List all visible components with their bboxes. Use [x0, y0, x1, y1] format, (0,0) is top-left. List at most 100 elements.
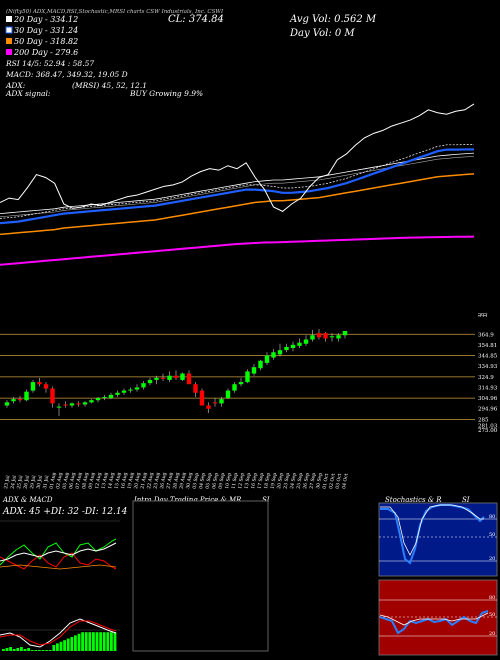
intraday-si: SI	[262, 496, 270, 504]
price-tick-label: 285	[478, 417, 489, 423]
candle-body	[89, 400, 94, 403]
date-tick-label: 26 Aug	[159, 472, 168, 489]
day-vol: Day Vol: 0 M	[289, 28, 355, 39]
candle-body	[245, 371, 250, 383]
macd-hist-bar	[66, 638, 70, 651]
ma50-upper-line	[0, 152, 475, 214]
date-tick-label: 21 Aug	[140, 472, 149, 489]
candle-body	[76, 403, 81, 405]
macd-hist-bar	[92, 632, 95, 651]
candle-body	[186, 373, 192, 385]
stochastic-d-line	[380, 504, 484, 556]
macd-signal-line	[0, 620, 117, 646]
macd-hist-bar	[106, 632, 110, 651]
date-tick-label: 20 Aug	[133, 472, 142, 489]
macd-hist-bar	[38, 650, 41, 651]
macd-hist-bar	[23, 649, 27, 651]
macd-hist-bar	[2, 649, 5, 651]
date-axis: 23 Jul 24 Jul 25 Jul 26 Jul 29 Jul 30 Jul 31 J…	[3, 472, 350, 489]
macd-hist-bar	[99, 632, 102, 651]
date-tick-label: 23 Jul	[3, 474, 11, 489]
macd-hist-bar	[20, 647, 23, 651]
intraday-panel	[132, 500, 269, 652]
macd-hist-bar	[81, 632, 84, 651]
macd-hist-bar	[56, 643, 59, 651]
adx-line	[0, 542, 117, 562]
candle-body	[24, 391, 29, 401]
date-tick-label: 29 Jul	[29, 474, 37, 489]
date-tick-label: 05 Aug	[62, 472, 71, 489]
macd-hist-bar	[30, 650, 34, 651]
candle-body	[95, 398, 101, 401]
ma20-swatch	[6, 16, 12, 22]
date-tick-label: 25 Jul	[16, 474, 24, 489]
ma20-label: 20 Day - 334.12	[13, 15, 78, 24]
date-tick-label: 23 Sep	[283, 472, 292, 489]
date-tick-label: 05 Sep	[205, 472, 214, 489]
candle-body	[154, 377, 159, 380]
candle-body	[173, 375, 179, 378]
date-tick-label: 31 Jul	[42, 474, 50, 489]
candle-body	[271, 352, 276, 358]
rsi-line: RSI 14/5: 52.94 : 58.57	[5, 59, 94, 68]
candle-body	[30, 382, 36, 391]
date-tick-label: 09 Sep	[218, 472, 227, 489]
macd-hist-bar	[5, 648, 9, 651]
macd-hist-bar	[70, 637, 74, 651]
macd-line: MACD: 368.47, 349.32, 19.05 D	[5, 70, 128, 79]
candle-body	[258, 360, 263, 369]
date-tick-label: 03 Sep	[192, 472, 201, 489]
candle-body	[238, 382, 244, 385]
candle-body	[37, 382, 42, 385]
macd-hist-bar	[12, 649, 16, 651]
candles	[4, 328, 348, 417]
candle-body	[167, 375, 172, 380]
date-tick-label: 13 Sep	[244, 472, 253, 489]
candle-body	[251, 367, 257, 374]
candle-body	[342, 330, 348, 336]
stochastic-k-line	[380, 504, 485, 565]
candle-body	[43, 384, 49, 389]
price-tick-label: 354.81	[478, 343, 497, 349]
date-tick-label: 30 Sep	[315, 472, 324, 489]
ma50-label: 50 Day - 318.82	[14, 37, 78, 46]
candle-body	[225, 390, 231, 399]
candle-body	[115, 392, 120, 395]
date-tick-label: 22 Aug	[146, 472, 155, 489]
stoch-title: Stochastics & R	[385, 496, 442, 504]
candle-body	[212, 402, 218, 404]
candle-body	[17, 399, 23, 401]
date-tick-label: 02 Oct	[328, 473, 337, 489]
candle-body	[63, 404, 68, 406]
macd-hist-bar	[48, 650, 52, 651]
date-tick-label: 30 Aug	[185, 472, 194, 489]
ma30-line	[0, 148, 475, 225]
mrsi-line	[379, 610, 489, 635]
mrsi-tick-80: 80	[489, 595, 495, 601]
date-tick-label: 19 Sep	[270, 472, 279, 489]
price-tick-label: 364.9	[478, 332, 494, 338]
ma30-swatch	[5, 26, 13, 34]
candle-body	[336, 335, 341, 339]
date-tick-label: 07 Aug	[75, 472, 84, 489]
candle-body	[134, 387, 140, 390]
candle-body	[206, 405, 211, 409]
macd-hist-bar	[113, 632, 117, 651]
adx-label: ADX:	[5, 81, 26, 90]
candle-body	[232, 384, 237, 391]
close-line	[0, 103, 475, 212]
date-tick-label: 12 Aug	[94, 472, 103, 489]
date-tick-label: 01 Aug	[49, 472, 58, 489]
price-axis: ऩपन 364.9 354.81 344.85 334.93 324.9 314.93 304…	[478, 313, 498, 434]
candle-body	[82, 402, 88, 405]
price-tick-label: 275.00	[478, 428, 498, 434]
date-tick-label: 09 Aug	[88, 472, 97, 489]
candle-body	[193, 384, 198, 393]
date-tick-label: 27 Aug	[166, 472, 175, 489]
candle-body	[329, 336, 335, 338]
candle-body	[50, 388, 55, 404]
macd-hist-bar	[16, 648, 20, 651]
ma200-swatch	[6, 49, 12, 55]
candle-body	[121, 390, 127, 393]
close-label: CL: 374.84	[168, 14, 224, 25]
